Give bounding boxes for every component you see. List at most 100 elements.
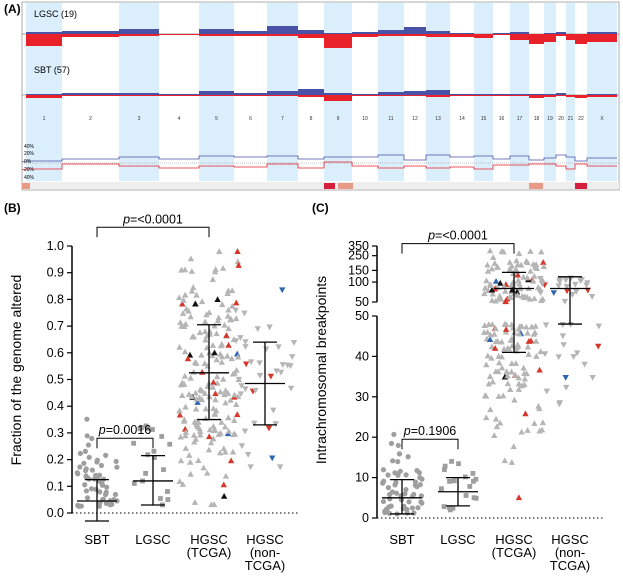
data-point — [494, 337, 501, 344]
chromosome-label: 22 — [578, 116, 584, 122]
data-point — [489, 290, 497, 297]
sbt-loss-bar — [493, 95, 510, 96]
y-axis-label: Intrachromosomal breakpoints — [313, 276, 329, 464]
lgsc-loss-bar — [298, 34, 324, 38]
data-point — [235, 376, 243, 383]
lgsc-loss-bar — [378, 34, 404, 36]
data-point — [215, 431, 222, 437]
data-point — [387, 496, 393, 502]
data-point — [114, 464, 120, 470]
data-point — [241, 310, 248, 317]
data-point — [151, 448, 157, 454]
chromosome-label: 21 — [568, 116, 574, 122]
data-point — [186, 351, 194, 358]
data-point — [182, 429, 190, 435]
data-point — [212, 266, 219, 272]
data-point — [185, 391, 193, 397]
data-point — [520, 364, 527, 371]
data-point — [211, 349, 218, 356]
data-point — [390, 458, 396, 464]
lgsc-gain-bar — [378, 30, 404, 34]
data-point — [206, 309, 213, 316]
data-point — [191, 499, 199, 505]
data-point — [531, 273, 538, 279]
data-point — [550, 290, 558, 297]
chromosome-label: 2 — [89, 116, 92, 122]
x-category-label: (non- — [250, 545, 280, 560]
data-point — [488, 297, 496, 303]
y-tick-label: 50 — [355, 295, 369, 309]
data-point — [521, 375, 529, 382]
data-point — [182, 403, 189, 410]
data-point — [515, 342, 522, 349]
data-point — [254, 326, 261, 333]
data-point — [391, 431, 397, 438]
data-point — [189, 333, 196, 340]
data-point — [227, 315, 235, 322]
data-point — [158, 496, 163, 501]
data-point — [506, 293, 514, 300]
data-point — [521, 370, 528, 376]
data-point — [290, 340, 298, 346]
copy-number-bars — [21, 26, 619, 189]
data-point — [190, 368, 197, 375]
sbt-loss-bar — [450, 95, 474, 96]
data-point — [266, 324, 273, 331]
data-point — [442, 463, 448, 469]
data-point — [267, 373, 275, 380]
significance-block — [575, 183, 587, 189]
y-tick-label: 0.0 — [47, 506, 64, 520]
data-point — [486, 336, 494, 342]
sbt-loss-bar — [556, 95, 566, 96]
data-point — [103, 452, 109, 458]
x-category-label: SBT — [389, 532, 414, 547]
data-point — [131, 440, 137, 446]
data-point — [419, 500, 425, 506]
data-point — [231, 417, 238, 423]
data-point — [211, 322, 218, 329]
data-point — [201, 328, 209, 335]
data-point — [487, 331, 494, 338]
data-point — [276, 464, 284, 471]
data-point — [520, 273, 527, 280]
sbt-loss-bar — [352, 95, 378, 96]
data-point — [238, 443, 246, 450]
data-point — [536, 366, 543, 373]
lgsc-gain-bar — [324, 33, 352, 34]
sbt-gain-bar — [544, 94, 556, 95]
data-point — [182, 445, 190, 451]
lgsc-loss-bar — [587, 34, 617, 42]
data-point — [530, 277, 537, 284]
data-point — [511, 371, 519, 378]
chromosome-label: 15 — [481, 116, 487, 122]
data-point — [396, 451, 403, 457]
data-point — [583, 282, 590, 289]
y-tick-label: 40 — [355, 349, 369, 363]
pct-label: 40% — [24, 175, 35, 181]
data-point — [491, 330, 498, 337]
data-point — [220, 445, 228, 452]
data-point — [416, 470, 422, 476]
data-point — [515, 325, 523, 332]
lgsc-gain-bar — [119, 29, 159, 34]
lgsc-gain-bar — [26, 32, 62, 34]
y-tick-label: 0.8 — [47, 292, 64, 306]
y-tick-label: 250 — [348, 249, 369, 263]
data-point — [237, 391, 245, 398]
data-point — [405, 454, 411, 460]
data-point — [151, 455, 157, 460]
data-point — [522, 410, 529, 417]
chromosome-shade — [510, 3, 529, 181]
data-point — [491, 345, 499, 351]
data-point — [386, 510, 392, 516]
chromosome-label: 9 — [337, 116, 340, 122]
y-tick-label: 0.1 — [47, 479, 64, 493]
data-point — [562, 277, 570, 284]
data-point — [225, 325, 232, 332]
data-point — [555, 283, 562, 290]
data-point — [395, 442, 401, 449]
p-value-label: p=<0.0001 — [427, 229, 488, 243]
comparison-bracket — [401, 243, 515, 254]
x-category-label: SBT — [84, 532, 109, 547]
data-point — [560, 342, 567, 349]
